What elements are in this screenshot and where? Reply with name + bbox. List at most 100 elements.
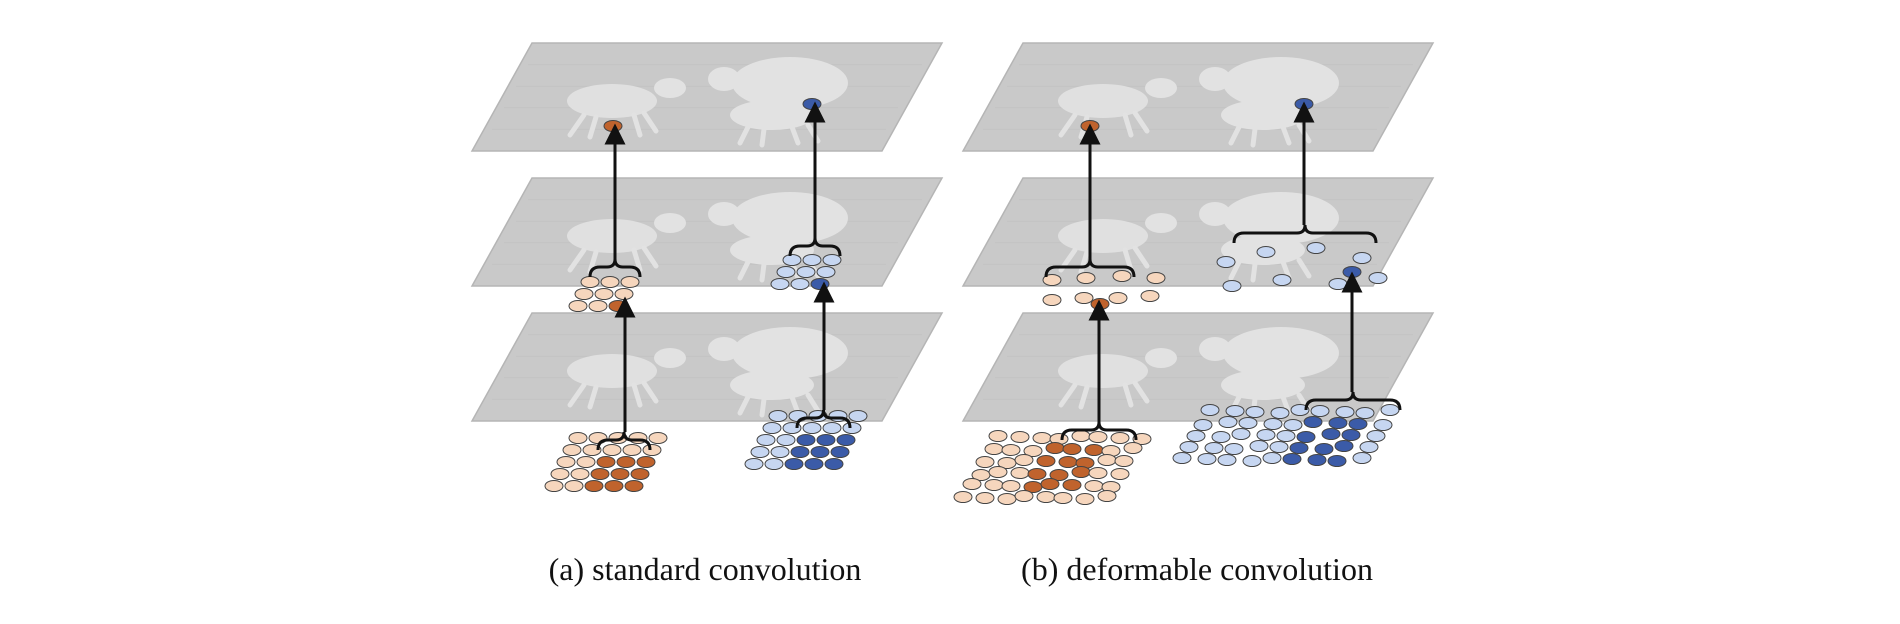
lamb-leg xyxy=(567,112,587,138)
small-lamb-leg xyxy=(1228,259,1242,281)
blue-bottom-dot xyxy=(750,446,770,458)
orange-bottom-dot xyxy=(1132,433,1152,445)
orange-bottom-dot xyxy=(590,468,610,480)
lamb-leg xyxy=(587,114,599,140)
blue-bottom-dot xyxy=(822,422,842,434)
middle-feature-map xyxy=(961,177,1435,287)
orange-bottom-dot xyxy=(1023,445,1043,457)
sheep-silhouette xyxy=(732,57,848,109)
blue-bottom-dot xyxy=(1197,453,1217,465)
blue-bottom-dot xyxy=(1290,404,1310,416)
lamb-leg xyxy=(641,380,659,404)
blue-bottom-dot xyxy=(1352,452,1372,464)
orange-bottom-dot xyxy=(1049,469,1069,481)
orange-bottom-dot xyxy=(1071,430,1091,442)
orange-bottom-dot xyxy=(1088,431,1108,443)
small-lamb-leg xyxy=(737,394,751,416)
orange-bottom-dot xyxy=(988,466,1008,478)
orange-bottom-dot xyxy=(953,491,973,503)
caption-deformable-convolution: (b) deformable convolution xyxy=(1021,551,1373,587)
sheep-head xyxy=(1199,202,1231,226)
blue-bottom-dot xyxy=(1172,452,1192,464)
blue-middle-dot xyxy=(822,254,842,266)
orange-bottom-dot xyxy=(1045,442,1065,454)
blue-bottom-dot xyxy=(1200,404,1220,416)
blue-bottom-dot xyxy=(1355,407,1375,419)
blue-middle-dot xyxy=(776,266,796,278)
orange-middle-dot xyxy=(1042,274,1062,286)
orange-middle-dot xyxy=(1074,292,1094,304)
lamb-head xyxy=(1145,348,1177,368)
blue-bottom-dot xyxy=(744,458,764,470)
orange-middle-dot xyxy=(580,276,600,288)
orange-bottom-dot xyxy=(584,480,604,492)
blue-bottom-dot xyxy=(802,422,822,434)
orange-middle-dot xyxy=(1146,272,1166,284)
blue-bottom-dot xyxy=(768,410,788,422)
lamb-leg xyxy=(1132,110,1150,134)
orange-bottom-dot xyxy=(1014,454,1034,466)
blue-middle-dot xyxy=(796,266,816,278)
blue-bottom-dot xyxy=(1380,404,1400,416)
blue-middle-dot xyxy=(1342,266,1362,278)
sheep-head xyxy=(1199,337,1231,361)
orange-bottom-dot xyxy=(1097,454,1117,466)
lamb-head xyxy=(1145,78,1177,98)
blue-bottom-dot xyxy=(1270,407,1290,419)
lamb-leg xyxy=(1058,112,1078,138)
blue-bottom-dot xyxy=(810,446,830,458)
lamb-leg xyxy=(631,247,643,273)
blue-middle-dot xyxy=(1368,272,1388,284)
blue-middle-dot xyxy=(816,266,836,278)
blue-bottom-dot xyxy=(830,446,850,458)
lamb-silhouette xyxy=(1058,219,1148,253)
blue-bottom-dot xyxy=(784,458,804,470)
blue-bottom-dot xyxy=(1231,428,1251,440)
small-lamb-silhouette xyxy=(1221,370,1305,400)
blue-bottom-dot xyxy=(1224,443,1244,455)
blue-bottom-dot xyxy=(796,434,816,446)
small-lamb-leg xyxy=(1250,126,1258,148)
small-lamb-leg xyxy=(1250,261,1258,283)
panel-standard-convolution xyxy=(470,42,944,492)
orange-bottom-dot xyxy=(616,456,636,468)
lamb-leg xyxy=(1132,380,1150,404)
sheep-head xyxy=(708,202,740,226)
orange-bottom-dot xyxy=(984,443,1004,455)
orange-bottom-dot xyxy=(568,432,588,444)
orange-middle-dot xyxy=(1112,270,1132,282)
orange-middle-dot xyxy=(574,288,594,300)
lamb-leg xyxy=(1122,382,1134,408)
blue-middle-dot xyxy=(1352,252,1372,264)
orange-bottom-dot xyxy=(984,479,1004,491)
blue-bottom-dot xyxy=(1217,454,1237,466)
orange-bottom-dot xyxy=(1001,480,1021,492)
lamb-silhouette xyxy=(1058,354,1148,388)
orange-bottom-dot xyxy=(624,480,644,492)
orange-middle-dot xyxy=(600,276,620,288)
blue-bottom-dot xyxy=(1373,419,1393,431)
orange-bottom-dot xyxy=(556,456,576,468)
blue-bottom-dot xyxy=(1327,455,1347,467)
orange-bottom-dot xyxy=(1014,490,1034,502)
blue-bottom-dot xyxy=(756,434,776,446)
blue-middle-dot xyxy=(790,278,810,290)
blue-bottom-dot xyxy=(1334,440,1354,452)
middle-feature-map xyxy=(470,177,944,287)
blue-bottom-dot xyxy=(1211,431,1231,443)
blue-bottom-dot xyxy=(1276,430,1296,442)
orange-bottom-dot xyxy=(997,493,1017,505)
sheep-head xyxy=(708,337,740,361)
small-lamb-leg xyxy=(759,261,767,283)
blue-bottom-dot xyxy=(1179,441,1199,453)
orange-bottom-dot xyxy=(570,468,590,480)
sheep-silhouette xyxy=(1223,57,1339,109)
orange-bottom-dot xyxy=(1123,442,1143,454)
orange-middle-dot xyxy=(614,288,634,300)
bottom-feature-map xyxy=(961,312,1435,422)
blue-bottom-dot xyxy=(1282,453,1302,465)
orange-bottom-dot xyxy=(1084,480,1104,492)
small-lamb-leg xyxy=(1296,257,1312,279)
blue-bottom-dot xyxy=(1263,418,1283,430)
